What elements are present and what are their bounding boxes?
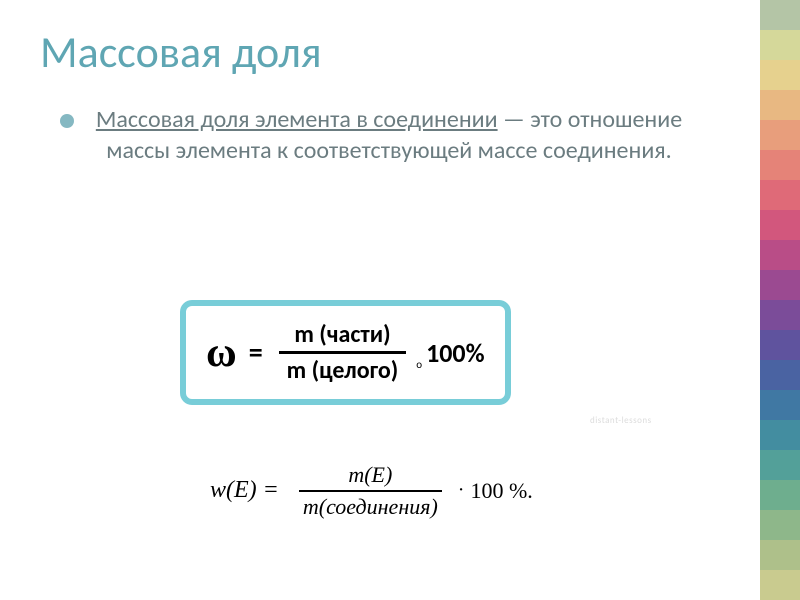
f2-denominator: m(соединения) (299, 492, 442, 522)
bullet-dot (60, 114, 74, 128)
numerator: m (части) (286, 318, 398, 351)
omega-symbol: ω (206, 329, 237, 377)
deco-strip (760, 510, 800, 540)
deco-strip (760, 120, 800, 150)
side-decoration (760, 0, 800, 600)
f2-fraction: m(E) m(соединения) (299, 460, 442, 522)
deco-strip (760, 30, 800, 60)
deco-strip (760, 570, 800, 600)
deco-strip (760, 0, 800, 30)
deco-strip (760, 390, 800, 420)
deco-strip (760, 360, 800, 390)
f2-right: 100 %. (470, 478, 532, 504)
deco-strip (760, 180, 800, 210)
deco-strip (760, 330, 800, 360)
deco-strip (760, 420, 800, 450)
watermark: distant-lessons (590, 415, 652, 426)
definition-text: Массовая доля элемента в соединении — эт… (89, 104, 689, 166)
deco-strip (760, 240, 800, 270)
bullet-item: Массовая доля элемента в соединении — эт… (60, 104, 700, 166)
deco-strip (760, 90, 800, 120)
deco-strip (760, 540, 800, 570)
deco-strip (760, 450, 800, 480)
definition-underlined: Массовая доля элемента в соединении (96, 105, 498, 134)
deco-strip (760, 150, 800, 180)
deco-strip (760, 60, 800, 90)
mult-dot: о (416, 358, 422, 371)
f2-dot: · (458, 479, 465, 502)
hundred-percent: 100% (426, 337, 485, 369)
f2-left: w(E) = (210, 477, 279, 504)
f2-numerator: m(E) (344, 460, 396, 490)
denominator: m (целого) (279, 354, 407, 387)
deco-strip (760, 300, 800, 330)
equals-sign: = (249, 335, 263, 370)
slide: Массовая доля Массовая доля элемента в с… (0, 0, 800, 600)
deco-strip (760, 210, 800, 240)
formula-secondary: w(E) = m(E) m(соединения) · 100 %. (210, 460, 533, 522)
slide-title: Массовая доля (40, 25, 760, 79)
fraction-main: m (части) m (целого) (279, 318, 407, 387)
deco-strip (760, 480, 800, 510)
deco-strip (760, 270, 800, 300)
formula-box-main: ω = m (части) m (целого) о 100% (180, 300, 511, 405)
